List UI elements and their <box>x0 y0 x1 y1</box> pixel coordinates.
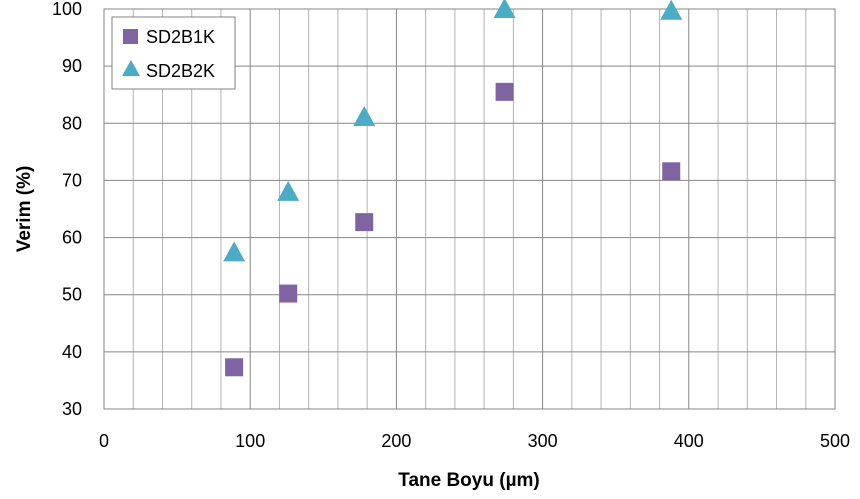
legend: SD2B1K SD2B2K <box>111 16 236 90</box>
plot-area-border <box>103 8 836 410</box>
y-tick-label: 100 <box>52 0 82 19</box>
x-tick-label: 100 <box>235 431 265 451</box>
y-tick-label: 70 <box>62 170 82 190</box>
legend-label-series-2: SD2B2K <box>146 61 215 81</box>
x-tick-label: 500 <box>820 431 850 451</box>
data-points <box>223 0 683 377</box>
x-tick-label: 0 <box>99 431 109 451</box>
y-tick-label: 40 <box>62 342 82 362</box>
legend-label-series-1: SD2B1K <box>146 27 215 47</box>
data-point-series-1 <box>495 82 514 101</box>
y-tick-label: 80 <box>62 113 82 133</box>
data-point-series-2 <box>353 106 376 126</box>
legend-marker-square <box>123 29 138 44</box>
y-tick-label: 30 <box>62 399 82 419</box>
y-tick-label: 90 <box>62 56 82 76</box>
legend-marker-triangle <box>122 60 140 76</box>
data-point-series-2 <box>493 0 516 18</box>
data-point-series-1 <box>279 284 298 303</box>
y-tick-label: 60 <box>62 228 82 248</box>
data-point-series-1 <box>355 213 374 232</box>
x-tick-label: 400 <box>674 431 704 451</box>
data-point-series-2 <box>660 0 683 20</box>
data-point-series-2 <box>223 241 246 262</box>
data-point-series-1 <box>225 358 244 377</box>
gridlines <box>104 9 835 409</box>
x-axis-title: Tane Boyu (µm) <box>398 470 540 491</box>
data-point-series-2 <box>277 180 300 201</box>
x-tick-label: 300 <box>528 431 558 451</box>
x-tick-label: 200 <box>381 431 411 451</box>
data-point-series-1 <box>662 162 681 181</box>
y-axis-title: Verim (%) <box>14 166 35 253</box>
tick-labels: 0 100 200 300 400 500 30 40 50 60 70 80 90 100 <box>52 0 850 451</box>
y-tick-label: 50 <box>62 285 82 305</box>
